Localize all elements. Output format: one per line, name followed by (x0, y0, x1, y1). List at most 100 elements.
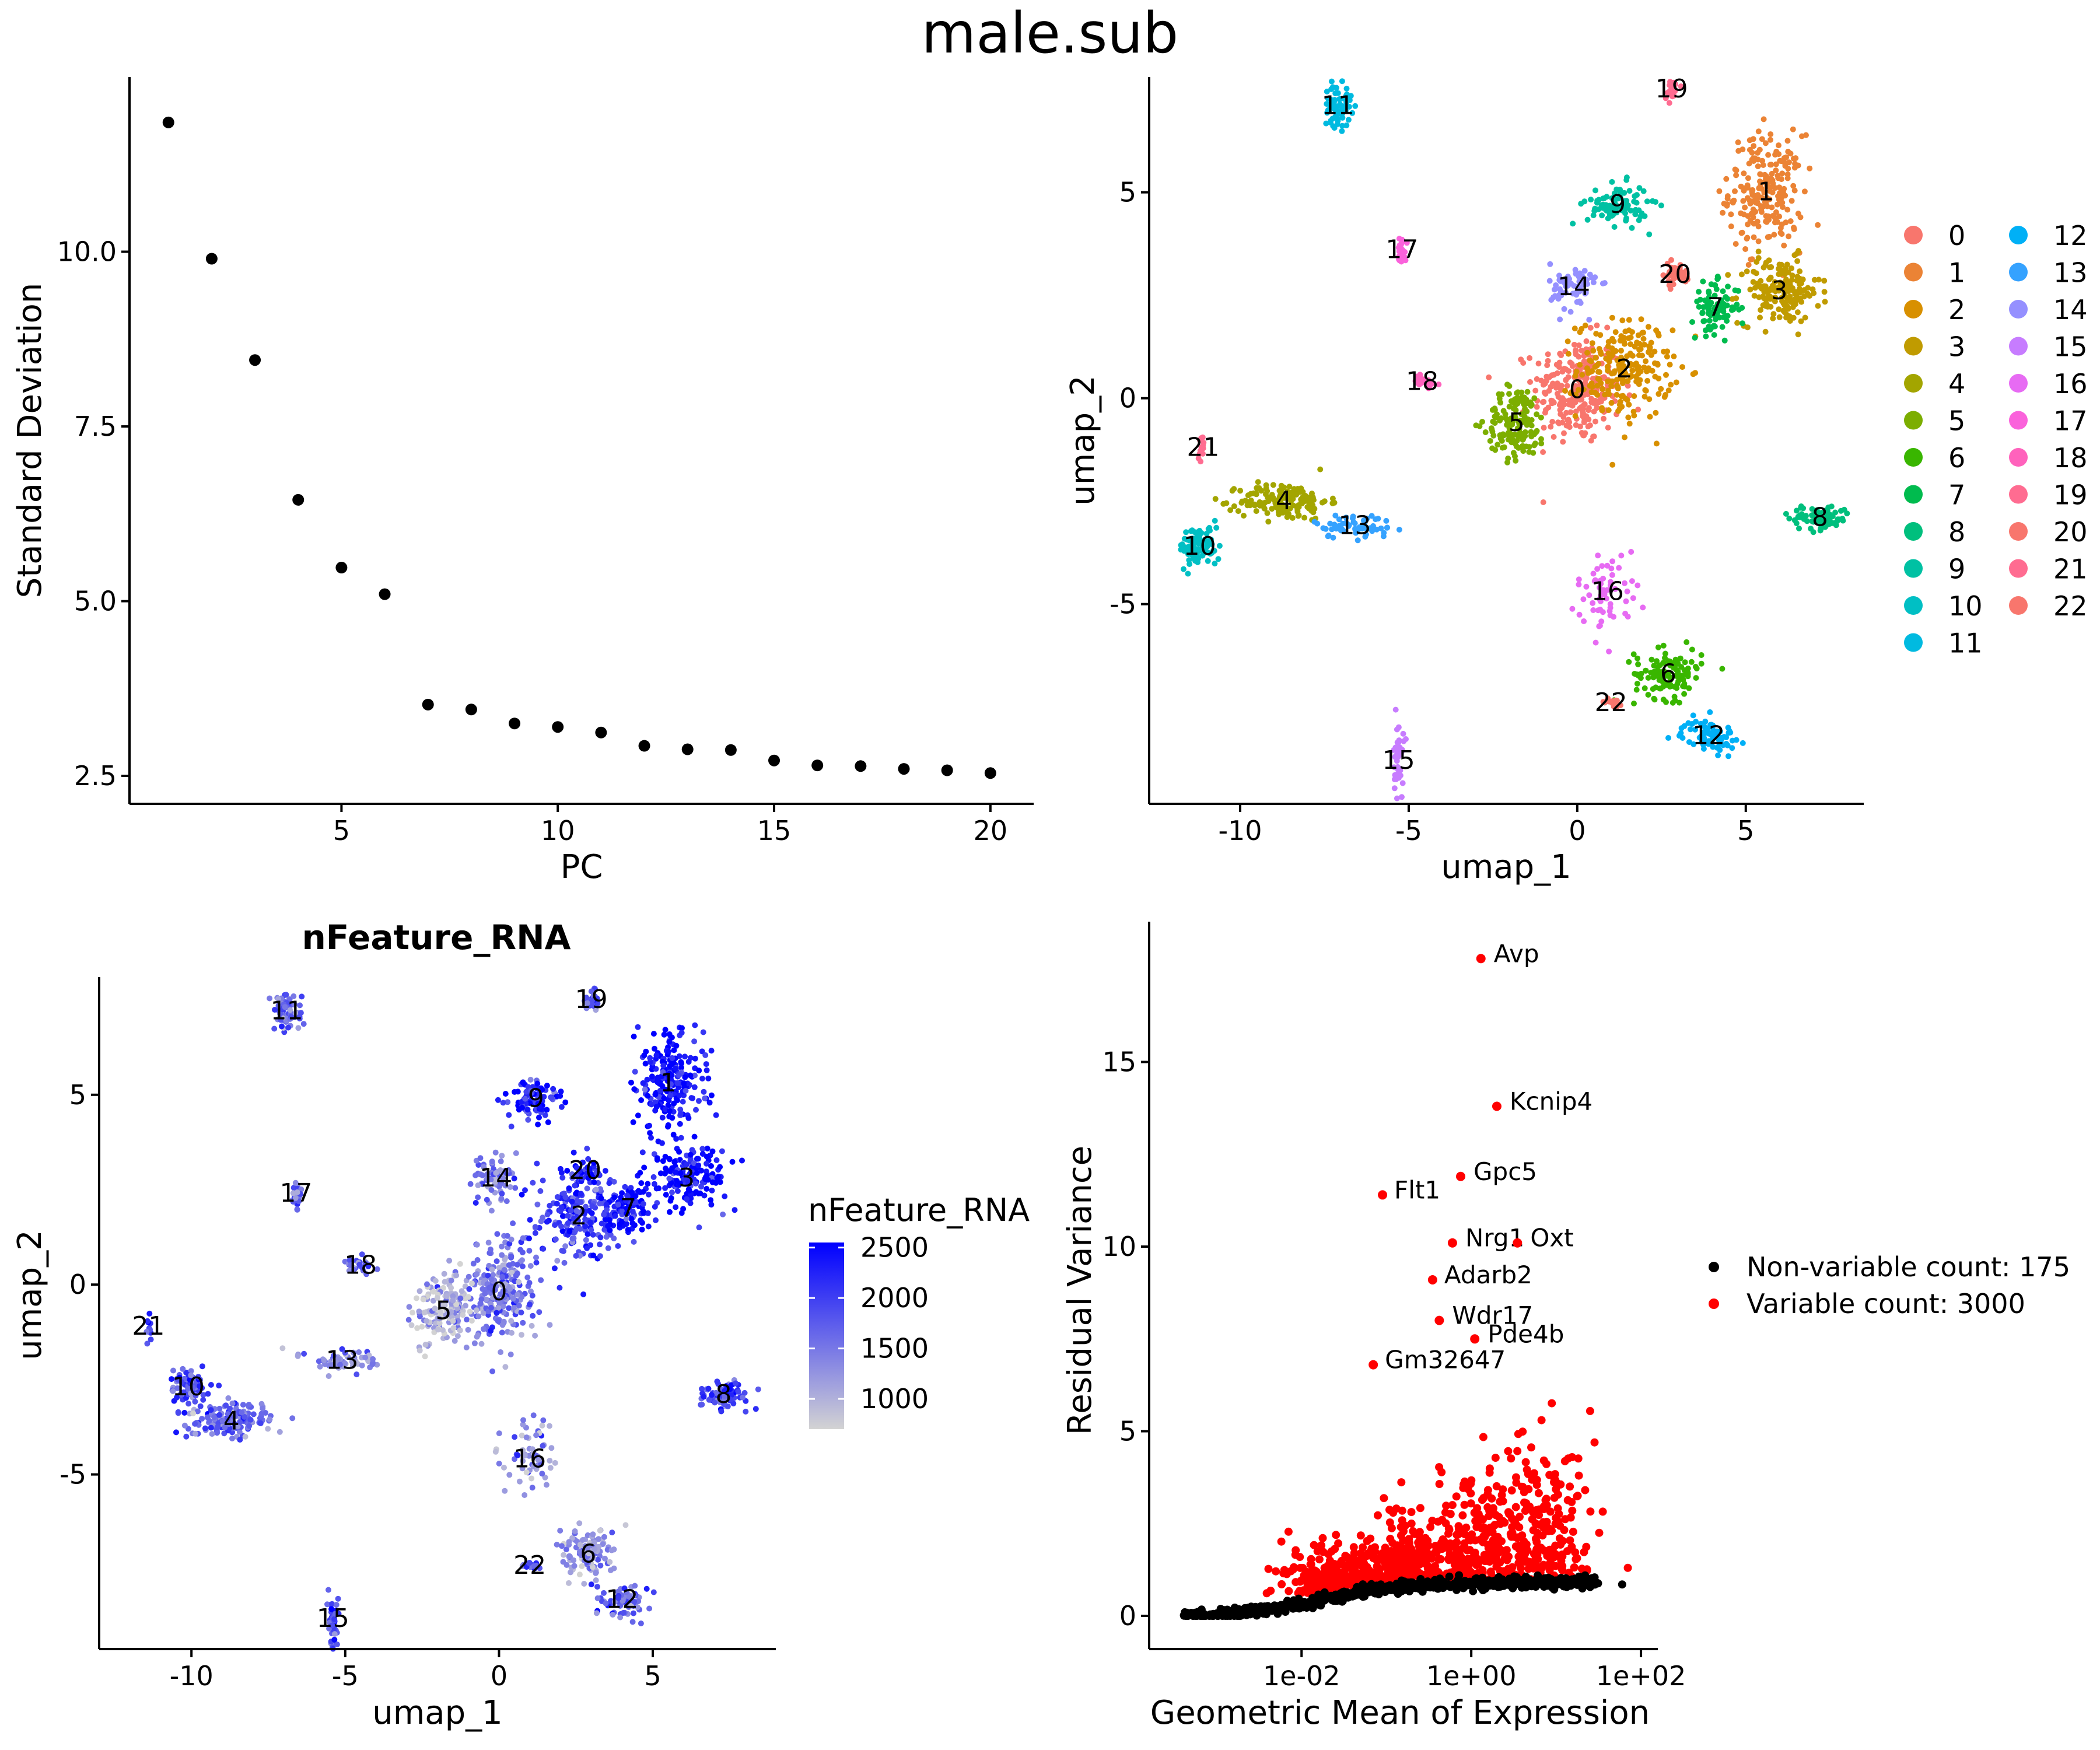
y-tick-label: 5 (1119, 177, 1136, 208)
umap-cell (1264, 510, 1270, 516)
umap-cell (489, 1266, 495, 1273)
variable-gene-point (1566, 1482, 1574, 1491)
umap-cell (1636, 185, 1643, 191)
umap-cell (508, 1253, 514, 1259)
umap-cell (1751, 293, 1758, 299)
umap-cell (1662, 650, 1668, 657)
cluster-label: 4 (223, 1406, 240, 1436)
umap-cell (1665, 387, 1672, 394)
umap-cell (276, 1429, 283, 1435)
y-tick-label: 10.0 (57, 236, 117, 268)
umap-cell (652, 1203, 658, 1210)
umap-cell (630, 1119, 636, 1125)
umap-cell (1772, 295, 1779, 300)
umap-cell (1296, 489, 1303, 495)
umap-cell (647, 1055, 653, 1061)
umap-cluster-x-label: umap_1 (1441, 848, 1572, 886)
umap-cell (544, 1083, 550, 1088)
umap-cell (1797, 268, 1803, 275)
umap-cell (643, 1048, 649, 1055)
umap-cell (1286, 484, 1293, 490)
umap-cell (605, 1223, 611, 1229)
umap-cell (1678, 664, 1685, 670)
umap-cell (572, 1528, 578, 1534)
umap-cell (1684, 639, 1690, 645)
cluster-label: 2 (1616, 354, 1633, 384)
umap-cell (680, 1206, 687, 1212)
umap-cell (1558, 352, 1564, 358)
umap-cell (1731, 197, 1737, 204)
umap-cell (1758, 307, 1764, 313)
umap-cell (1622, 396, 1629, 402)
y-tick-label: 2.5 (74, 760, 117, 792)
umap-cell (584, 1245, 590, 1251)
umap-cell (1647, 414, 1653, 420)
umap-cell (1789, 272, 1796, 279)
umap-cell (1640, 335, 1647, 342)
variable-gene-point (1458, 1511, 1467, 1520)
umap-cell (1742, 204, 1748, 211)
umap-cell (597, 1234, 604, 1241)
umap-cell (639, 1149, 646, 1156)
variable-gene-point (1581, 1486, 1590, 1494)
umap-cell (1658, 386, 1664, 392)
elbow-point (422, 698, 434, 710)
umap-cell (1693, 666, 1700, 671)
umap-cell (1677, 655, 1684, 662)
umap-cell (593, 1570, 599, 1576)
legend-swatch (2009, 300, 2028, 318)
umap-cell (435, 1326, 441, 1333)
umap-cell (589, 1203, 596, 1209)
umap-cell (1181, 566, 1186, 572)
umap-cell (1755, 128, 1762, 135)
umap-cell (666, 1039, 673, 1045)
umap-cell (1697, 296, 1703, 303)
umap-cell (602, 1168, 608, 1174)
umap-cell (702, 1052, 709, 1058)
umap-cell (550, 1086, 556, 1092)
umap-cell (1383, 517, 1390, 524)
umap-cell (1599, 212, 1605, 219)
umap-cell (1592, 418, 1598, 425)
umap-cell (1575, 387, 1581, 393)
umap-cell (1601, 195, 1607, 201)
umap-cell (584, 1185, 590, 1192)
umap-cell (722, 1193, 728, 1199)
umap-cell (1689, 646, 1695, 653)
cluster-label: 12 (1692, 721, 1725, 751)
umap-cell (1276, 506, 1282, 513)
umap-cell (295, 1025, 302, 1031)
umap-cell (1678, 730, 1684, 736)
umap-cell (487, 1246, 494, 1252)
umap-cell (1626, 659, 1632, 665)
legend-swatch (1904, 485, 1923, 504)
umap-cell (1766, 276, 1772, 282)
umap-cell (1664, 354, 1670, 360)
umap-cell (496, 1430, 502, 1437)
umap-cell (594, 1595, 601, 1601)
umap-cell (662, 1170, 668, 1177)
umap-cell (1763, 300, 1769, 306)
umap-cell (564, 1562, 570, 1568)
umap-cell (631, 1086, 638, 1093)
umap-cell (1498, 415, 1504, 421)
variable-gene-point (1436, 1555, 1445, 1563)
umap-cell (316, 1358, 322, 1364)
umap-cell (1588, 358, 1594, 365)
umap-cell (519, 1263, 526, 1269)
umap-cell (1580, 432, 1587, 439)
umap-cell (362, 1354, 369, 1361)
umap-cell (1768, 303, 1774, 310)
umap-cell (1392, 706, 1399, 713)
umap-cell (662, 1027, 668, 1033)
umap-cell (1556, 420, 1562, 426)
umap-cell (1787, 318, 1793, 324)
umap-cell (1399, 780, 1406, 786)
umap-cell (508, 1318, 514, 1324)
umap-cell (1720, 308, 1726, 314)
umap-nfeature-x-label: umap_1 (372, 1694, 503, 1732)
figure-title: male.sub (921, 1, 1179, 66)
umap-cell (1588, 438, 1594, 444)
umap-cell (1473, 422, 1479, 429)
umap-cell (1605, 407, 1612, 414)
